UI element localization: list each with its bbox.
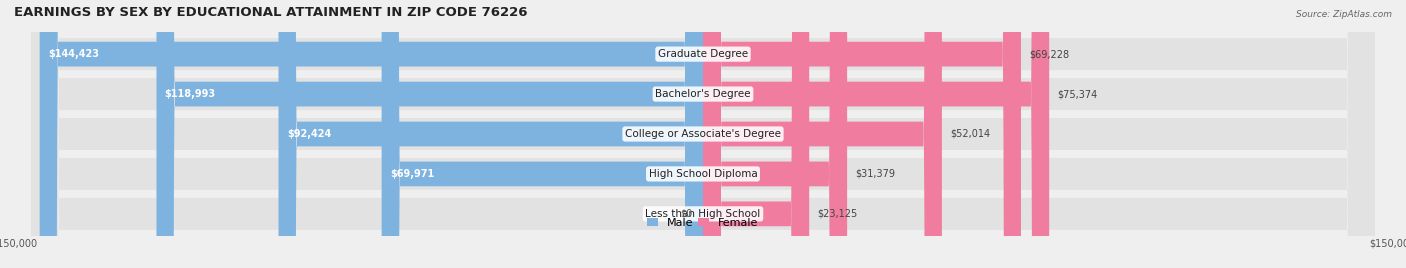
- FancyBboxPatch shape: [703, 0, 1021, 268]
- FancyBboxPatch shape: [31, 0, 1375, 268]
- Text: Less than High School: Less than High School: [645, 209, 761, 219]
- FancyBboxPatch shape: [703, 0, 1049, 268]
- Text: $92,424: $92,424: [287, 129, 330, 139]
- FancyBboxPatch shape: [703, 0, 848, 268]
- FancyBboxPatch shape: [39, 0, 703, 268]
- Text: EARNINGS BY SEX BY EDUCATIONAL ATTAINMENT IN ZIP CODE 76226: EARNINGS BY SEX BY EDUCATIONAL ATTAINMEN…: [14, 6, 527, 19]
- Text: Bachelor's Degree: Bachelor's Degree: [655, 89, 751, 99]
- FancyBboxPatch shape: [156, 0, 703, 268]
- Text: $69,228: $69,228: [1029, 49, 1070, 59]
- FancyBboxPatch shape: [31, 0, 1375, 268]
- FancyBboxPatch shape: [31, 0, 1375, 268]
- FancyBboxPatch shape: [381, 0, 703, 268]
- Text: $52,014: $52,014: [950, 129, 990, 139]
- Text: Graduate Degree: Graduate Degree: [658, 49, 748, 59]
- Legend: Male, Female: Male, Female: [643, 213, 763, 232]
- Text: High School Diploma: High School Diploma: [648, 169, 758, 179]
- Text: $69,971: $69,971: [389, 169, 434, 179]
- Text: $31,379: $31,379: [855, 169, 896, 179]
- FancyBboxPatch shape: [703, 0, 810, 268]
- Text: $75,374: $75,374: [1057, 89, 1098, 99]
- Text: $144,423: $144,423: [48, 49, 98, 59]
- FancyBboxPatch shape: [31, 0, 1375, 268]
- Text: $118,993: $118,993: [165, 89, 217, 99]
- FancyBboxPatch shape: [278, 0, 703, 268]
- Text: $23,125: $23,125: [817, 209, 858, 219]
- FancyBboxPatch shape: [31, 0, 1375, 268]
- Text: Source: ZipAtlas.com: Source: ZipAtlas.com: [1296, 10, 1392, 19]
- FancyBboxPatch shape: [703, 0, 942, 268]
- Text: College or Associate's Degree: College or Associate's Degree: [626, 129, 780, 139]
- Text: $0: $0: [681, 209, 693, 219]
